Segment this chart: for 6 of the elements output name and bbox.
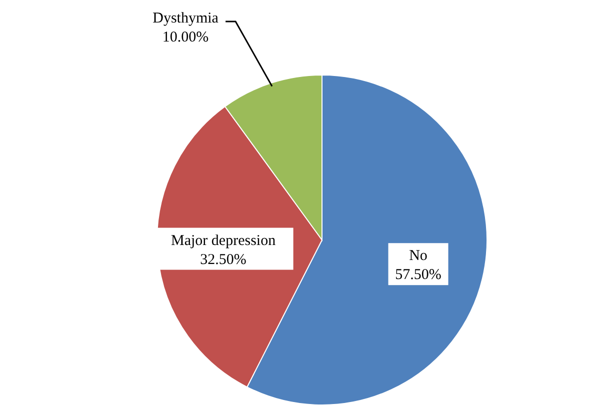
slice-label: Dysthymia [152, 10, 219, 27]
slice-label: Major depression [171, 232, 276, 249]
data-label: 10.00% [162, 30, 209, 46]
slice-label: No [409, 248, 428, 264]
data-label: 32.50% [200, 252, 246, 268]
data-label: 57.50% [395, 267, 442, 284]
